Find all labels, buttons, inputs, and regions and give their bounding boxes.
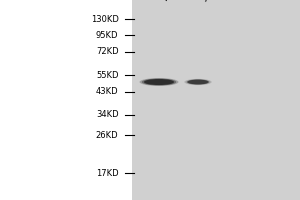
Text: HeLa: HeLa <box>160 0 185 2</box>
Text: 55KD: 55KD <box>96 71 118 79</box>
Ellipse shape <box>142 79 176 85</box>
Text: 34KD: 34KD <box>96 110 118 119</box>
Text: 95KD: 95KD <box>96 30 118 40</box>
Ellipse shape <box>184 79 212 85</box>
Text: 26KD: 26KD <box>96 131 118 140</box>
Text: 72KD: 72KD <box>96 47 118 56</box>
Ellipse shape <box>188 80 208 84</box>
Ellipse shape <box>140 78 178 86</box>
Text: 43KD: 43KD <box>96 88 118 97</box>
Text: 17KD: 17KD <box>96 168 118 178</box>
Ellipse shape <box>187 79 210 85</box>
Ellipse shape <box>144 79 174 85</box>
Text: Jurkat: Jurkat <box>200 0 227 2</box>
Text: 130KD: 130KD <box>91 15 118 23</box>
Bar <box>132 0 300 200</box>
